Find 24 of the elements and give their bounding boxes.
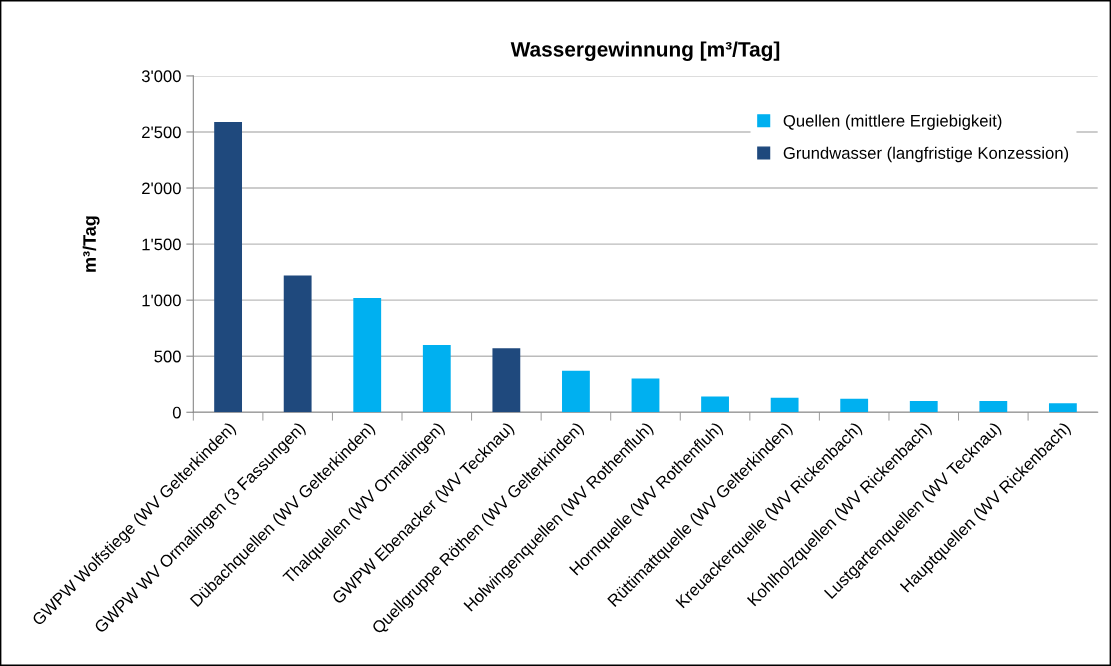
y-tick-label: 0: [172, 406, 181, 419]
y-tick-label: 2'000: [142, 182, 181, 195]
bar: [840, 398, 869, 413]
bar: [283, 275, 312, 413]
bar: [214, 121, 243, 413]
bar: [909, 401, 938, 413]
bar: [979, 401, 1008, 413]
legend-label: Quellen (mittlere Ergiebigkeit): [783, 114, 1002, 130]
bar: [562, 370, 590, 413]
bar: [353, 297, 382, 413]
y-tick-label: 1'000: [142, 294, 181, 307]
legend-label: Grundwasser (langfristige Konzession): [783, 146, 1069, 163]
bar: [701, 396, 729, 413]
y-tick-label: 500: [154, 350, 181, 363]
bar: [770, 397, 799, 413]
bar: [422, 344, 451, 413]
y-tick-label: 1'500: [142, 238, 181, 251]
y-axis-title: m³/Tag: [82, 216, 100, 272]
y-tick-label: 2'500: [142, 126, 181, 139]
chart-title: Wassergewinnung [m³/Tag]: [510, 41, 780, 61]
bar: [1048, 403, 1077, 413]
y-tick-label: 3'000: [141, 70, 181, 83]
bar: [631, 378, 660, 413]
bar: [492, 348, 521, 413]
